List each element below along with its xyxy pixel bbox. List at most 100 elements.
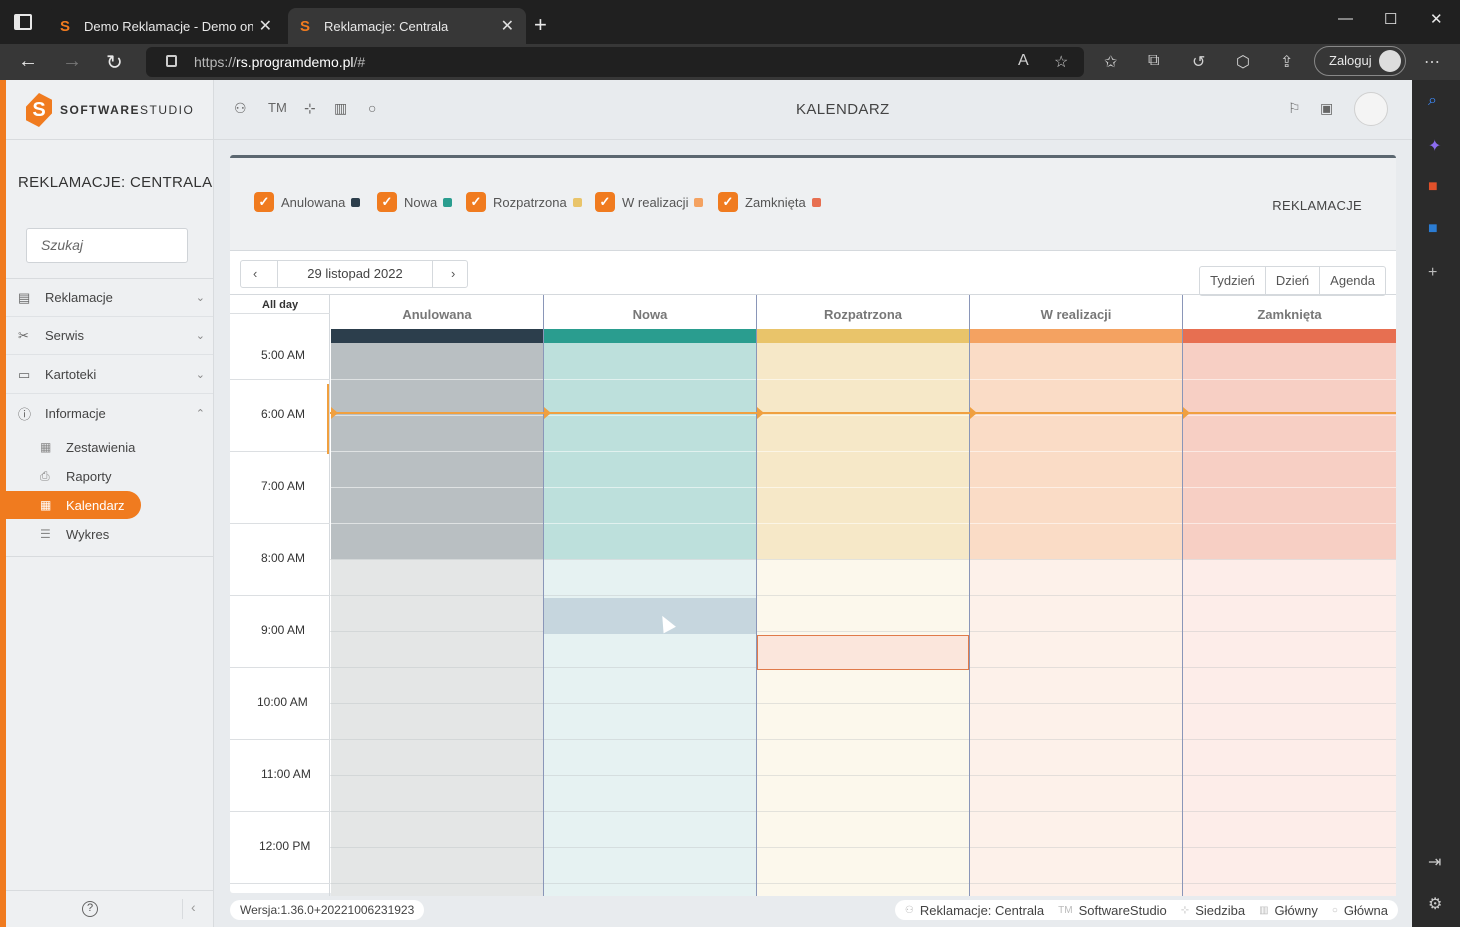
checkbox[interactable]: ✓ — [466, 192, 486, 212]
user-avatar[interactable] — [1354, 92, 1388, 126]
users-icon[interactable]: ⚇ — [234, 100, 247, 116]
favorites-icon[interactable]: ✩ — [1104, 54, 1118, 71]
divider — [6, 278, 213, 279]
address-input[interactable]: https://rs.programdemo.pl/# — [146, 47, 1084, 77]
filter-zamknieta[interactable]: ✓ Zamknięta — [718, 192, 821, 212]
sidebar-item-wykres[interactable]: ☰ Wykres — [40, 526, 110, 542]
slot-line — [330, 631, 1396, 632]
accent-bar — [0, 80, 6, 927]
more-icon[interactable]: ⋯ — [1424, 54, 1440, 71]
browser-tab-active[interactable]: S Reklamacje: Centrala ✕ — [288, 8, 526, 44]
sidebar-item-zestawienia[interactable]: ▦ Zestawienia — [40, 439, 136, 455]
column-color-bar — [544, 329, 756, 343]
add-favorite-icon[interactable]: ☆ — [1054, 54, 1069, 71]
read-aloud-icon[interactable]: A — [1018, 52, 1029, 69]
extensions-icon[interactable]: ⬡ — [1236, 54, 1250, 71]
help-icon[interactable]: ? — [82, 901, 98, 917]
view-week-button[interactable]: Tydzień — [1200, 267, 1266, 295]
column-zamknieta-body[interactable] — [1183, 343, 1396, 896]
sidebar-item-reklamacje[interactable]: ▤ Reklamacje ⌄ — [6, 279, 213, 317]
info-company: ⚇ Reklamacje: Centrala — [904, 902, 1045, 918]
current-time-marker — [331, 407, 338, 419]
tm-icon: TM — [1058, 904, 1073, 916]
time-label: 10:00 AM — [257, 695, 308, 709]
filter-w-realizacji[interactable]: ✓ W realizacji — [595, 192, 704, 212]
divider — [6, 139, 213, 140]
info-branch: ⊹ Siedziba — [1180, 902, 1246, 918]
filter-nowa[interactable]: ✓ Nowa — [377, 192, 453, 212]
column-separator — [756, 295, 757, 896]
circle-icon[interactable]: ○ — [368, 100, 377, 116]
column-color-bar — [1183, 329, 1396, 343]
app: S SOFTWARESTUDIO REKLAMACJE: CENTRALA Sz… — [0, 80, 1412, 927]
sidebar-item-serwis[interactable]: ✂ Serwis ⌄ — [6, 317, 213, 355]
view-agenda-button[interactable]: Agenda — [1330, 273, 1375, 288]
settings-icon[interactable]: ⚙ — [1428, 896, 1443, 913]
copilot-icon[interactable]: ✦ — [1428, 138, 1442, 155]
sidebar-item-kalendarz[interactable]: ▦ Kalendarz — [40, 497, 125, 513]
close-tab-icon[interactable]: ✕ — [500, 18, 514, 35]
hovered-slot[interactable] — [543, 598, 756, 634]
office-icon[interactable]: ■ — [1428, 178, 1438, 195]
close-window-icon[interactable]: ✕ — [1430, 11, 1443, 28]
contact-card-icon[interactable]: ▣ — [1320, 100, 1334, 116]
forward-icon[interactable]: → — [62, 50, 82, 72]
minimize-icon[interactable]: — — [1338, 10, 1353, 27]
column-color-bar — [757, 329, 969, 343]
logo[interactable]: S SOFTWARESTUDIO — [26, 92, 194, 128]
sidebar-footer: ? ‹ — [6, 890, 213, 927]
time-label: 9:00 AM — [261, 623, 306, 637]
search-icon[interactable]: ⌕ — [1428, 92, 1437, 109]
new-tab-icon[interactable]: + — [534, 12, 547, 37]
page-title: KALENDARZ — [796, 101, 890, 118]
view-day-button[interactable]: Dzień — [1266, 267, 1321, 295]
filter-anulowana[interactable]: ✓ Anulowana — [254, 192, 361, 212]
column-w-realizacji-body[interactable] — [970, 343, 1182, 896]
filter-rozpatrzona[interactable]: ✓ Rozpatrzona — [466, 192, 582, 212]
column-rozpatrzona-body[interactable] — [757, 343, 969, 896]
maximize-icon[interactable]: ☐ — [1384, 11, 1398, 28]
info-warehouse: ▥ Główny — [1259, 902, 1318, 918]
reklamacje-link[interactable]: REKLAMACJE — [1272, 198, 1362, 213]
slot-line — [330, 595, 1396, 596]
window-menu-icon[interactable] — [14, 14, 32, 30]
tab-title: Demo Reklamacje - Demo on lin — [84, 18, 253, 34]
calendar-panel: ✓ Anulowana ✓ Nowa ✓ Rozpatrzona ✓ W rea… — [230, 155, 1396, 896]
selected-slot[interactable] — [757, 635, 969, 670]
login-button[interactable]: Zaloguj — [1314, 46, 1406, 76]
collapse-sidebar-icon[interactable]: ‹ — [182, 899, 196, 919]
sidebar-item-raporty[interactable]: ⎙ Raporty — [40, 468, 112, 484]
hierarchy-icon[interactable]: ⊹ — [304, 100, 316, 116]
reload-icon[interactable]: ↻ — [106, 52, 123, 74]
search-input[interactable]: Szukaj — [26, 228, 188, 263]
current-time-marker — [1183, 407, 1190, 419]
checkbox[interactable]: ✓ — [595, 192, 615, 212]
chevron-left-icon[interactable]: ‹ — [253, 266, 258, 281]
back-icon[interactable]: ← — [18, 50, 38, 72]
browser-tab-demo[interactable]: S Demo Reklamacje - Demo on lin ✕ — [48, 8, 284, 44]
share-icon[interactable]: ⇪ — [1280, 54, 1294, 71]
tm-icon[interactable]: TM — [268, 100, 287, 115]
checkbox[interactable]: ✓ — [718, 192, 738, 212]
color-swatch — [811, 197, 821, 207]
sidebar-item-kartoteki[interactable]: ▭ Kartoteki ⌄ — [6, 356, 213, 394]
sidebar-item-informacje[interactable]: ⓘ Informacje ⌃ — [18, 405, 205, 422]
date-label[interactable]: 29 listopad 2022 — [277, 261, 433, 287]
checkbox[interactable]: ✓ — [377, 192, 397, 212]
collections-icon[interactable]: ⧉ — [1148, 52, 1160, 69]
current-time-bar — [327, 384, 329, 454]
history-icon[interactable]: ↺ — [1192, 54, 1206, 71]
add-icon[interactable]: + — [1428, 264, 1438, 281]
close-tab-icon[interactable]: ✕ — [258, 18, 272, 35]
hide-sidebar-icon[interactable]: ⇥ — [1428, 854, 1442, 871]
gutter-line — [230, 667, 330, 668]
browser-toolbar: ← → ↻ https://rs.programdemo.pl/# A ☆ ✩ … — [0, 44, 1460, 80]
info-tenant: TM SoftwareStudio — [1058, 902, 1167, 918]
outlook-icon[interactable]: ■ — [1428, 220, 1438, 237]
warehouse-icon: ▥ — [1259, 904, 1269, 916]
checkbox[interactable]: ✓ — [254, 192, 274, 212]
column-anulowana-body[interactable] — [331, 343, 543, 896]
chevron-right-icon[interactable]: › — [451, 266, 456, 281]
flag-icon[interactable]: ⚐ — [1288, 100, 1301, 116]
warehouse-icon[interactable]: ▥ — [334, 100, 348, 116]
